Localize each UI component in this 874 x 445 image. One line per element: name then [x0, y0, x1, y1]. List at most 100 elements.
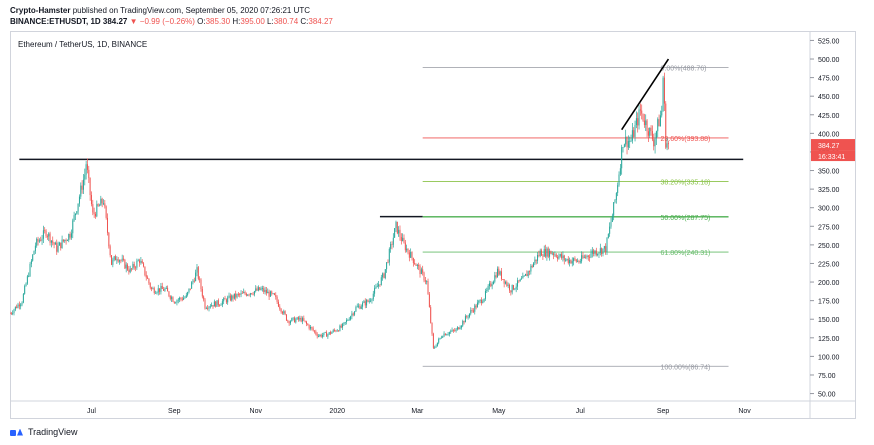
- candle: [34, 242, 36, 254]
- candle: [430, 304, 432, 324]
- candle: [100, 195, 102, 206]
- candle-body: [175, 302, 177, 304]
- candle: [164, 287, 166, 292]
- candle: [574, 256, 576, 262]
- candle-body: [22, 293, 24, 303]
- candle-body: [334, 330, 336, 331]
- candle-body: [216, 300, 218, 307]
- author-name[interactable]: Crypto-Hamster: [10, 6, 71, 15]
- candle-body: [431, 322, 433, 334]
- candle-body: [102, 203, 104, 205]
- fib-label: 0.00%(488.76): [661, 65, 707, 72]
- candle: [307, 323, 309, 326]
- x-tick-label: May: [492, 408, 506, 415]
- candle-body: [38, 240, 40, 242]
- candle-body: [634, 125, 636, 137]
- candle-body: [90, 195, 92, 205]
- candle-body: [143, 263, 145, 267]
- candle-body: [220, 304, 222, 306]
- candle-body: [655, 131, 657, 139]
- y-tick-label: 75.00: [818, 373, 836, 380]
- candle: [40, 236, 42, 242]
- candle-body: [219, 304, 221, 306]
- candle-body: [105, 206, 107, 218]
- candle-body: [498, 268, 500, 275]
- candle: [517, 277, 519, 291]
- candle-body: [77, 203, 79, 212]
- candle: [155, 290, 157, 294]
- footer-brand[interactable]: TradingView: [28, 427, 78, 437]
- candle-body: [350, 316, 352, 320]
- candle-body: [80, 185, 82, 197]
- candle-body: [200, 279, 202, 289]
- candle-body: [623, 144, 625, 148]
- candle-body: [312, 328, 314, 331]
- candle: [140, 257, 142, 265]
- candle: [44, 227, 46, 234]
- candle-body: [590, 253, 592, 258]
- candle: [21, 301, 23, 307]
- candle: [62, 239, 64, 243]
- candle: [398, 226, 400, 237]
- candle: [504, 280, 506, 285]
- candle-body: [472, 310, 474, 312]
- candle-body: [231, 295, 233, 301]
- candle-body: [593, 250, 595, 254]
- candle: [642, 113, 644, 122]
- candle: [606, 237, 608, 255]
- candle-body: [589, 256, 591, 258]
- candle-body: [76, 211, 78, 214]
- countdown-tag-label: 16:33:41: [818, 154, 845, 161]
- candle: [407, 248, 409, 255]
- price-chart[interactable]: Ethereum / TetherUS, 1D, BINANCE 0.00%(4…: [10, 31, 856, 419]
- y-tick-label: 275.00: [818, 224, 840, 231]
- candle-body: [542, 255, 544, 257]
- candle-body: [229, 295, 231, 301]
- candle-body: [459, 327, 461, 330]
- candle-body: [296, 317, 298, 320]
- candle: [240, 290, 242, 298]
- candle-body: [408, 252, 410, 258]
- candle: [20, 303, 22, 310]
- candle-body: [291, 318, 293, 322]
- candle: [200, 278, 202, 292]
- candle: [661, 105, 663, 118]
- candle: [281, 310, 283, 315]
- symbol-label[interactable]: BINANCE:ETHUSDT, 1D: [10, 17, 101, 26]
- candle-body: [595, 250, 597, 255]
- candle: [58, 241, 60, 246]
- candle: [180, 297, 182, 302]
- candle: [522, 272, 524, 279]
- candle-body: [131, 268, 133, 270]
- candle-body: [221, 301, 223, 305]
- candle-body: [275, 294, 277, 298]
- candle-body: [529, 271, 531, 272]
- candle-body: [153, 288, 155, 294]
- candle: [208, 305, 210, 312]
- candle-body: [378, 284, 380, 287]
- candle: [415, 263, 417, 266]
- candle: [152, 286, 154, 290]
- candle: [526, 270, 528, 277]
- candle: [635, 111, 637, 129]
- candle: [392, 233, 394, 248]
- candle: [639, 103, 641, 116]
- candle-body: [633, 130, 635, 137]
- candle: [609, 222, 611, 237]
- candle-body: [426, 281, 428, 282]
- candle: [112, 257, 114, 268]
- candle: [318, 334, 320, 338]
- candle-body: [124, 259, 126, 269]
- candle-body: [521, 278, 523, 280]
- candle-body: [155, 292, 157, 294]
- candle: [253, 290, 255, 297]
- candle: [380, 274, 382, 286]
- candle: [64, 239, 66, 243]
- candle: [81, 180, 83, 194]
- candle: [128, 266, 130, 275]
- candle-body: [566, 258, 568, 260]
- candle: [287, 319, 289, 323]
- candle: [229, 293, 231, 302]
- candle-body: [614, 199, 616, 203]
- candle: [471, 307, 473, 313]
